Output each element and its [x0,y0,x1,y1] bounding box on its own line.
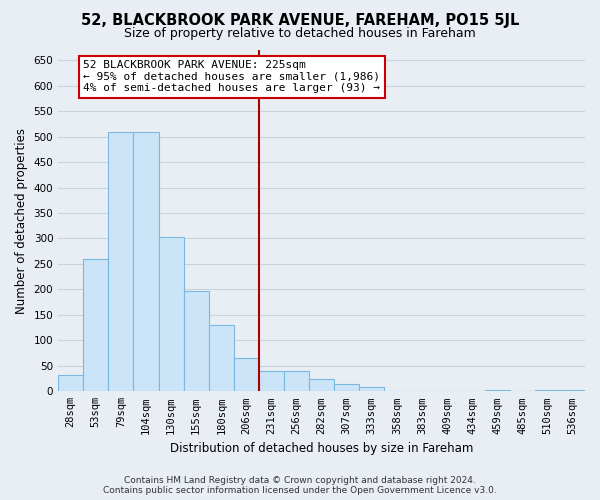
Text: 52, BLACKBROOK PARK AVENUE, FAREHAM, PO15 5JL: 52, BLACKBROOK PARK AVENUE, FAREHAM, PO1… [81,12,519,28]
Bar [359,387,385,392]
Bar [485,390,510,392]
Text: 52 BLACKBROOK PARK AVENUE: 225sqm
← 95% of detached houses are smaller (1,986)
4: 52 BLACKBROOK PARK AVENUE: 225sqm ← 95% … [83,60,380,94]
Bar [133,132,158,392]
Text: Size of property relative to detached houses in Fareham: Size of property relative to detached ho… [124,28,476,40]
Bar [234,358,259,392]
Y-axis label: Number of detached properties: Number of detached properties [15,128,28,314]
Bar [158,238,184,392]
Bar [284,371,309,392]
Bar [209,325,234,392]
Bar [109,132,133,392]
Bar [560,390,585,392]
Bar [309,379,334,392]
Bar [184,291,209,392]
X-axis label: Distribution of detached houses by size in Fareham: Distribution of detached houses by size … [170,442,473,455]
Bar [334,384,359,392]
Bar [58,375,83,392]
Text: Contains HM Land Registry data © Crown copyright and database right 2024.
Contai: Contains HM Land Registry data © Crown c… [103,476,497,495]
Bar [83,259,109,392]
Bar [259,371,284,392]
Bar [535,390,560,392]
